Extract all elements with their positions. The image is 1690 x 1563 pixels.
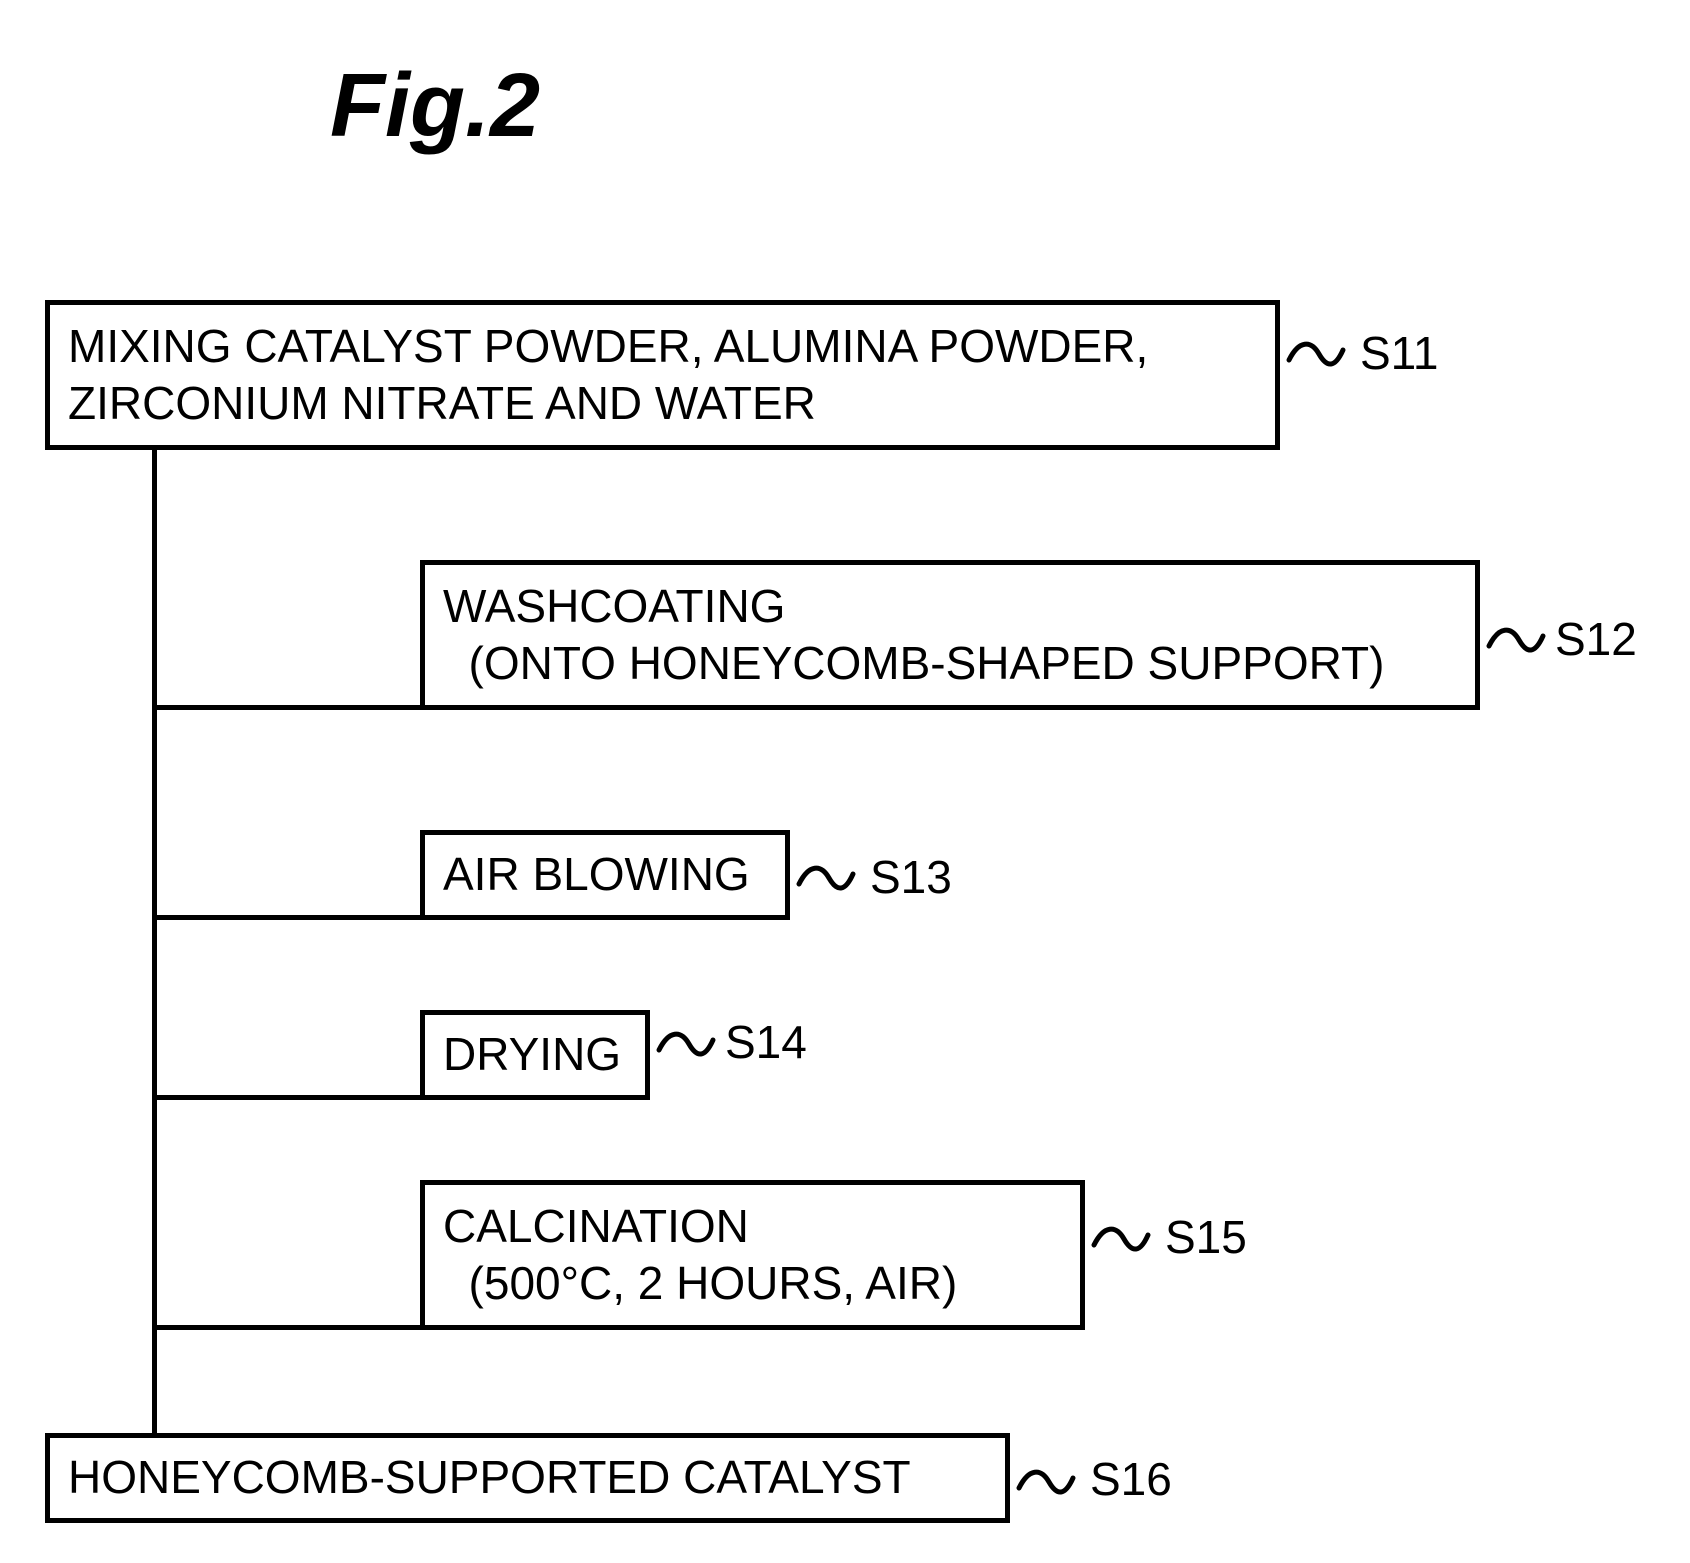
- tilde-icon: [795, 856, 857, 896]
- step-label-s15: S15: [1165, 1210, 1247, 1264]
- connector-branch-s14: [152, 1095, 420, 1100]
- step-label-s13: S13: [870, 850, 952, 904]
- step-box-s12: WASHCOATING (ONTO HONEYCOMB-SHAPED SUPPO…: [420, 560, 1480, 710]
- step-box-s14: DRYING: [420, 1010, 650, 1100]
- tilde-icon: [1285, 332, 1347, 372]
- connector-branch-s15: [152, 1325, 420, 1330]
- step-box-s15: CALCINATION (500°C, 2 HOURS, AIR): [420, 1180, 1085, 1330]
- step-box-s16: HONEYCOMB-SUPPORTED CATALYST: [45, 1433, 1010, 1523]
- step-box-s11: MIXING CATALYST POWDER, ALUMINA POWDER, …: [45, 300, 1280, 450]
- step-label-s11: S11: [1360, 326, 1438, 380]
- tilde-icon: [1485, 618, 1547, 658]
- step-text-s12: WASHCOATING (ONTO HONEYCOMB-SHAPED SUPPO…: [443, 578, 1384, 693]
- tilde-icon: [1090, 1217, 1152, 1257]
- connector-branch-s12: [152, 705, 420, 710]
- step-text-s15: CALCINATION (500°C, 2 HOURS, AIR): [443, 1198, 957, 1313]
- tilde-icon: [655, 1022, 717, 1062]
- step-text-s13: AIR BLOWING: [443, 846, 750, 904]
- figure-title: Fig.2: [330, 55, 540, 158]
- step-label-s14: S14: [725, 1015, 807, 1069]
- step-text-s16: HONEYCOMB-SUPPORTED CATALYST: [68, 1449, 911, 1507]
- connector-branch-s13: [152, 915, 420, 920]
- step-text-s14: DRYING: [443, 1026, 621, 1084]
- step-text-s11: MIXING CATALYST POWDER, ALUMINA POWDER, …: [68, 318, 1148, 433]
- tilde-icon: [1015, 1460, 1077, 1500]
- step-label-s16: S16: [1090, 1452, 1172, 1506]
- step-label-s12: S12: [1555, 612, 1637, 666]
- step-box-s13: AIR BLOWING: [420, 830, 790, 920]
- connector-trunk: [152, 450, 157, 1433]
